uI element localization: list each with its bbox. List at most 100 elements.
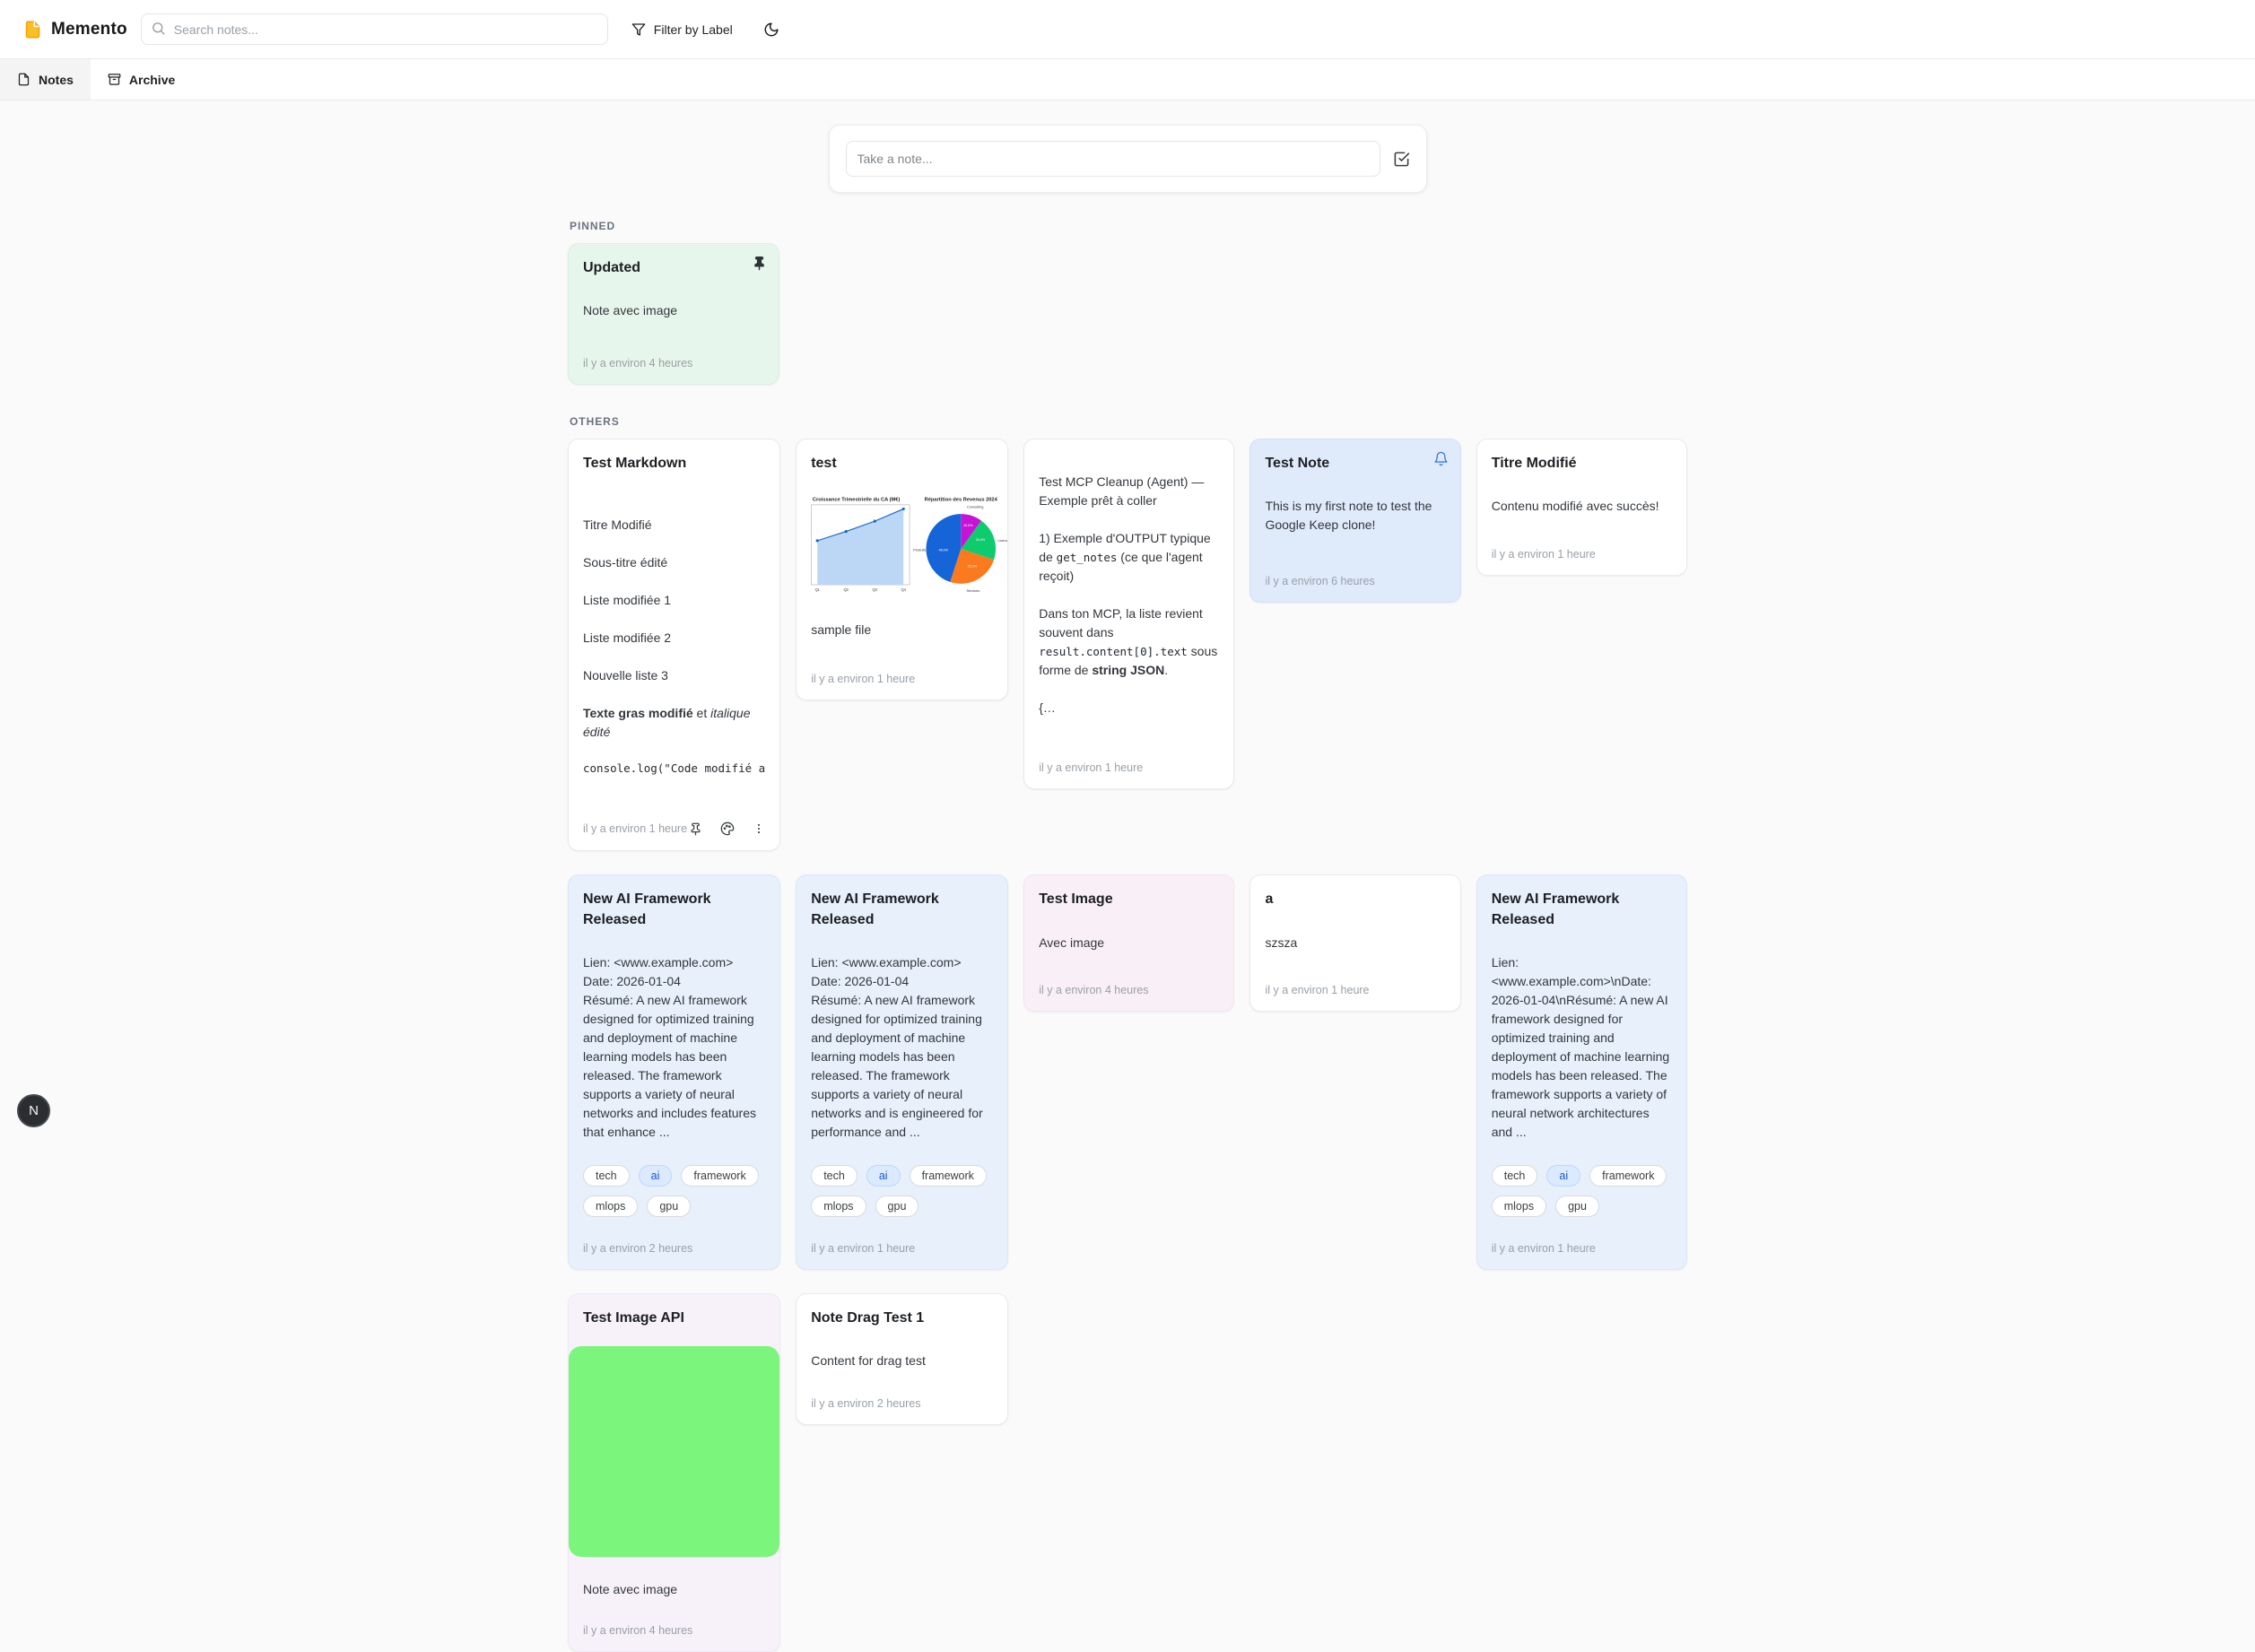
md-rich-line: Texte gras modifié et italique édité <box>583 706 751 740</box>
md-line: Titre Modifié <box>583 517 652 533</box>
color-palette-button[interactable] <box>720 822 735 836</box>
note-card-updated[interactable]: Updated Note avec image il y a environ 4… <box>568 243 779 385</box>
md-code-line: console.log("Code modifié a <box>583 761 766 776</box>
note-card-test-image[interactable]: Test Image Avec image il y a environ 4 h… <box>1023 874 1235 1013</box>
note-card-a[interactable]: a szsza il y a environ 1 heure <box>1249 874 1461 1013</box>
inline-code: result.content[0].text <box>1039 645 1188 658</box>
tag-framework[interactable]: framework <box>1589 1164 1667 1187</box>
tab-archive-label: Archive <box>128 72 176 87</box>
svg-text:Q4: Q4 <box>901 587 907 592</box>
md-line: Nouvelle liste 3 <box>583 668 668 683</box>
tag-framework[interactable]: framework <box>681 1164 759 1187</box>
note-title: Note Drag Test 1 <box>811 1309 925 1326</box>
note-timestamp: il y a environ 2 heures <box>583 1241 693 1255</box>
search-input[interactable] <box>140 13 608 45</box>
more-vertical-icon <box>753 822 765 835</box>
app-title: Memento <box>51 19 127 39</box>
note-title: New AI Framework Released <box>1491 891 1620 927</box>
note-title: New AI Framework Released <box>583 891 711 927</box>
dark-mode-toggle[interactable] <box>758 16 785 43</box>
note-timestamp: il y a environ 4 heures <box>583 357 693 370</box>
svg-text:25.0%: 25.0% <box>968 565 978 569</box>
funnel-icon <box>631 22 646 37</box>
note-card-mcp-cleanup[interactable]: Test MCP Cleanup (Agent) — Exemple prêt … <box>1023 439 1235 789</box>
note-paragraph: Dans ton MCP, la liste revient souvent d… <box>1039 606 1218 677</box>
note-title: New AI Framework Released <box>811 891 939 927</box>
tab-archive[interactable]: Archive <box>91 59 192 100</box>
bell-icon <box>1433 451 1449 466</box>
search-icon <box>151 21 166 36</box>
svg-text:Q2: Q2 <box>844 587 849 592</box>
tag-gpu[interactable]: gpu <box>1555 1195 1599 1217</box>
section-label-pinned: PINNED <box>570 220 616 232</box>
notes-page: PINNED Updated Note avec image il y a en… <box>568 100 1687 1652</box>
note-timestamp: il y a environ 1 heure <box>583 822 688 836</box>
palette-icon <box>720 822 735 836</box>
pin-note-button[interactable] <box>689 822 702 836</box>
note-timestamp: il y a environ 2 heures <box>811 1396 921 1410</box>
md-line: Liste modifiée 1 <box>583 593 672 608</box>
note-content: This is my first note to test the Google… <box>1265 499 1432 533</box>
note-timestamp: il y a environ 4 heures <box>583 1624 693 1638</box>
note-attached-image <box>569 1346 780 1558</box>
tag-tech[interactable]: tech <box>1491 1164 1538 1187</box>
note-title: Updated <box>583 260 640 275</box>
note-timestamp: il y a environ 1 heure <box>811 673 916 685</box>
note-composer <box>828 125 1427 193</box>
filter-by-label-button[interactable]: Filter by Label <box>626 15 738 44</box>
more-options-button[interactable] <box>753 822 765 835</box>
note-card-ai-framework-3[interactable]: New AI Framework Released Lien: <www.exa… <box>1476 874 1687 1270</box>
note-card-ai-framework-2[interactable]: New AI Framework Released Lien: <www.exa… <box>796 874 1009 1270</box>
note-card-test-markdown[interactable]: Test Markdown Titre Modifié Sous-titre é… <box>568 439 781 852</box>
note-timestamp: il y a environ 1 heure <box>1491 548 1596 561</box>
note-logo-icon <box>23 19 42 40</box>
note-timestamp: il y a environ 1 heure <box>1039 761 1144 774</box>
tag-ai[interactable]: ai <box>638 1164 673 1187</box>
note-timestamp: il y a environ 6 heures <box>1265 575 1375 587</box>
check-square-icon <box>1393 151 1410 168</box>
reminder-button[interactable] <box>1433 451 1449 466</box>
note-timestamp: il y a environ 1 heure <box>1265 984 1370 997</box>
note-title: Test Image API <box>583 1309 684 1326</box>
note-card-test-image-api[interactable]: Test Image API Note avec image il y a en… <box>568 1292 781 1652</box>
note-content: Lien: <www.example.com> Date: 2026-01-04… <box>811 954 983 1139</box>
note-card-titre-modifie[interactable]: Titre Modifié Contenu modifié avec succè… <box>1476 439 1687 576</box>
tag-tech[interactable]: tech <box>811 1164 858 1187</box>
pin-toggle-button[interactable] <box>752 256 767 271</box>
note-card-test-note[interactable]: Test Note This is my first note to test … <box>1249 439 1461 603</box>
note-timestamp: il y a environ 4 heures <box>1039 984 1149 997</box>
tag-tech[interactable]: tech <box>583 1164 630 1187</box>
moon-icon <box>763 22 779 38</box>
tag-ai[interactable]: ai <box>866 1164 901 1187</box>
tag-gpu[interactable]: gpu <box>875 1195 919 1217</box>
note-card-drag-test[interactable]: Note Drag Test 1 Content for drag test i… <box>796 1292 1009 1425</box>
tag-gpu[interactable]: gpu <box>647 1195 692 1217</box>
svg-text:Croissance Trimestrielle du CA: Croissance Trimestrielle du CA (M€) <box>813 498 901 503</box>
note-content: Content for drag test <box>811 1353 926 1369</box>
pin-outline-icon <box>689 822 702 836</box>
svg-text:45.0%: 45.0% <box>939 549 949 552</box>
note-card-ai-framework-1[interactable]: New AI Framework Released Lien: <www.exa… <box>568 874 781 1270</box>
tag-ai[interactable]: ai <box>1546 1164 1581 1187</box>
note-content: sample file <box>811 622 872 638</box>
note-card-test[interactable]: test Croissance Trimestrielle du CA (M€)… <box>796 439 1009 700</box>
filter-by-label-text: Filter by Label <box>653 22 733 37</box>
dev-tools-badge[interactable]: N <box>17 1094 50 1127</box>
tag-mlops[interactable]: mlops <box>811 1195 866 1217</box>
inline-code: get_notes <box>1056 551 1118 564</box>
tag-list: tech ai framework mlops gpu <box>811 1164 993 1217</box>
tab-notes[interactable]: Notes <box>0 59 91 100</box>
tag-mlops[interactable]: mlops <box>1491 1195 1547 1217</box>
svg-text:Q3: Q3 <box>873 587 878 592</box>
note-title: Titre Modifié <box>1491 456 1577 471</box>
tag-framework[interactable]: framework <box>909 1164 987 1187</box>
tag-mlops[interactable]: mlops <box>583 1195 639 1217</box>
svg-text:20.0%: 20.0% <box>976 538 986 542</box>
note-paragraph: {… <box>1039 700 1056 715</box>
note-title: test <box>811 456 837 471</box>
note-paragraph: Test MCP Cleanup (Agent) — Exemple prêt … <box>1039 474 1205 508</box>
take-a-note-input[interactable] <box>845 141 1380 177</box>
note-timestamp: il y a environ 1 heure <box>1491 1241 1596 1255</box>
note-content: Note avec image <box>583 1582 678 1597</box>
new-checklist-button[interactable] <box>1393 151 1410 168</box>
